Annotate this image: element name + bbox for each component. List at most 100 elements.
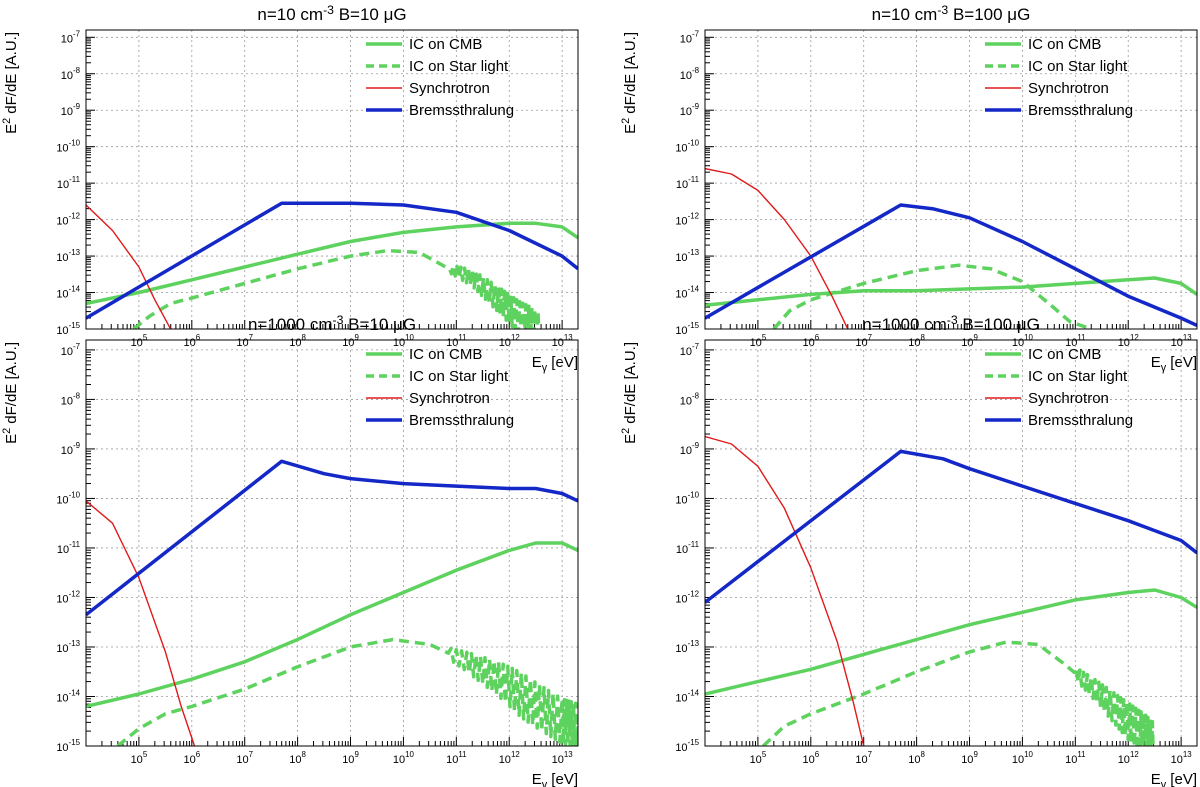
- x-tick-label: 107: [855, 750, 872, 766]
- x-tick-label-part: 10: [802, 337, 814, 349]
- x-tick-label-part: 10: [1171, 754, 1183, 766]
- x-tick-label-part: 10: [1171, 337, 1183, 349]
- y-tick-label-part: 10: [57, 544, 69, 556]
- legend-label: Synchrotron: [1028, 390, 1109, 407]
- x-tick-label-part: 10: [552, 337, 564, 349]
- x-axis-label-part: E: [532, 771, 542, 787]
- x-tick-label-part: 10: [342, 754, 354, 766]
- x-tick-label-part: 10: [131, 754, 143, 766]
- x-tick-label-part: 10: [393, 754, 405, 766]
- y-tick-label-part: -9: [692, 441, 700, 450]
- series-synchrotron: [86, 204, 172, 329]
- y-tick-label: 10-9: [61, 441, 81, 457]
- x-tick-label-part: 11: [1077, 750, 1086, 759]
- x-tick-label-part: 11: [458, 750, 467, 759]
- y-tick-label: 10-13: [56, 639, 80, 655]
- y-tick-label-part: 10: [675, 692, 687, 704]
- legend-label: IC on CMB: [409, 346, 482, 363]
- x-tick-label-part: 10: [499, 754, 511, 766]
- legend: IC on CMB IC on Star light Synchrotron Brem…: [985, 36, 1133, 119]
- y-tick-label: 10-10: [56, 490, 80, 506]
- y-tick-label-part: -8: [73, 66, 81, 75]
- x-tick-label-part: 10: [405, 333, 414, 342]
- legend-label: Synchrotron: [1028, 80, 1109, 97]
- x-axis-label: Eγ [eV]: [1151, 354, 1197, 374]
- y-tick-label: 10-7: [61, 342, 80, 358]
- y-axis-label-part: dF/dE [A.U.]: [622, 342, 639, 428]
- series-ic_cmb: [705, 588, 1197, 696]
- series-synchrotron: [705, 435, 865, 746]
- y-tick-label-part: -11: [69, 175, 80, 184]
- y-tick-label-part: -10: [688, 490, 700, 499]
- y-tick-label-part: -12: [688, 589, 699, 598]
- y-axis-label-part: E: [622, 124, 639, 134]
- x-tick-label-part: 6: [815, 333, 820, 342]
- x-tick-label-part: 12: [1130, 333, 1139, 342]
- y-tick-label: 10-13: [675, 248, 699, 264]
- x-axis-label-part: [eV]: [1166, 771, 1197, 787]
- x-axis-label-part: E: [1151, 771, 1161, 787]
- legend-label: IC on Star light: [1028, 368, 1128, 385]
- legend-label: Synchrotron: [409, 390, 490, 407]
- y-tick-label-part: 10: [61, 445, 73, 457]
- y-tick-label-part: 10: [676, 544, 688, 556]
- x-axis-label: Eγ [eV]: [532, 354, 578, 374]
- chart-title-part: B=100 μG: [948, 5, 1030, 24]
- x-tick-label-part: 5: [143, 333, 148, 342]
- y-tick-label: 10-10: [675, 139, 699, 155]
- x-tick-label-part: 10: [1065, 754, 1077, 766]
- plot-frame: [85, 339, 579, 747]
- y-tick-label-part: -14: [69, 688, 81, 697]
- x-axis-label-part: γ: [1161, 779, 1167, 787]
- x-tick-label-part: 9: [354, 333, 359, 342]
- x-tick-label-part: 10: [552, 754, 564, 766]
- y-tick-label: 10-13: [675, 639, 699, 655]
- series-synchrotron: [705, 167, 849, 329]
- x-tick-label-part: 13: [564, 333, 573, 342]
- y-tick-label: 10-7: [61, 29, 80, 45]
- y-axis-label-part: 2: [1, 428, 13, 434]
- y-tick-label-part: -12: [69, 212, 80, 221]
- y-tick-label-part: 10: [56, 593, 68, 605]
- series-group: [86, 459, 578, 746]
- x-tick-label-part: 10: [499, 337, 511, 349]
- x-tick-label-part: 6: [815, 750, 820, 759]
- y-tick-label-part: 10: [675, 593, 687, 605]
- series-ic_cmb: [86, 221, 578, 306]
- legend-label: Bremssthralung: [409, 102, 514, 119]
- x-tick-label: 1011: [1065, 750, 1086, 766]
- x-tick-label-part: 10: [183, 337, 195, 349]
- x-tick-label: 1012: [499, 750, 520, 766]
- grid: [705, 340, 1197, 747]
- y-tick-label-part: 10: [675, 252, 687, 264]
- x-tick-label: 109: [342, 750, 359, 766]
- x-axis-label-part: [eV]: [1166, 354, 1197, 371]
- y-tick-label-part: 10: [61, 106, 73, 118]
- x-tick-label-part: 5: [762, 750, 767, 759]
- x-tick-label-part: 12: [1130, 750, 1139, 759]
- y-tick-label-part: -9: [73, 102, 81, 111]
- y-tick-label-part: 10: [675, 216, 687, 228]
- y-tick-label: 10-11: [57, 175, 81, 191]
- x-tick-label-part: 6: [196, 750, 201, 759]
- plot-frame: [704, 339, 1198, 747]
- chart-title-part: -3: [333, 313, 344, 327]
- chart-title: n=1000 cm-3 B=100 μG: [862, 313, 1040, 334]
- y-tick-label-part: 10: [680, 33, 692, 45]
- legend-label: IC on Star light: [409, 58, 509, 75]
- x-tick-label-part: 9: [973, 750, 978, 759]
- series-synchrotron: [86, 500, 196, 746]
- x-tick-label-part: 10: [405, 750, 414, 759]
- y-tick-label: 10-9: [680, 102, 700, 118]
- y-tick-label-part: 10: [56, 742, 68, 754]
- y-tick-label-part: 10: [56, 143, 68, 155]
- y-tick-label-part: 10: [680, 106, 692, 118]
- x-tick-label-part: 6: [196, 333, 201, 342]
- grid: [86, 340, 578, 747]
- y-tick-label-part: 10: [56, 643, 68, 655]
- y-axis-label-part: dF/dE [A.U.]: [3, 32, 20, 118]
- chart-title-part: B=10 μG: [343, 315, 416, 334]
- x-tick-label-part: 10: [750, 337, 762, 349]
- x-tick-label-part: 10: [802, 754, 814, 766]
- y-tick-label-part: -8: [692, 66, 700, 75]
